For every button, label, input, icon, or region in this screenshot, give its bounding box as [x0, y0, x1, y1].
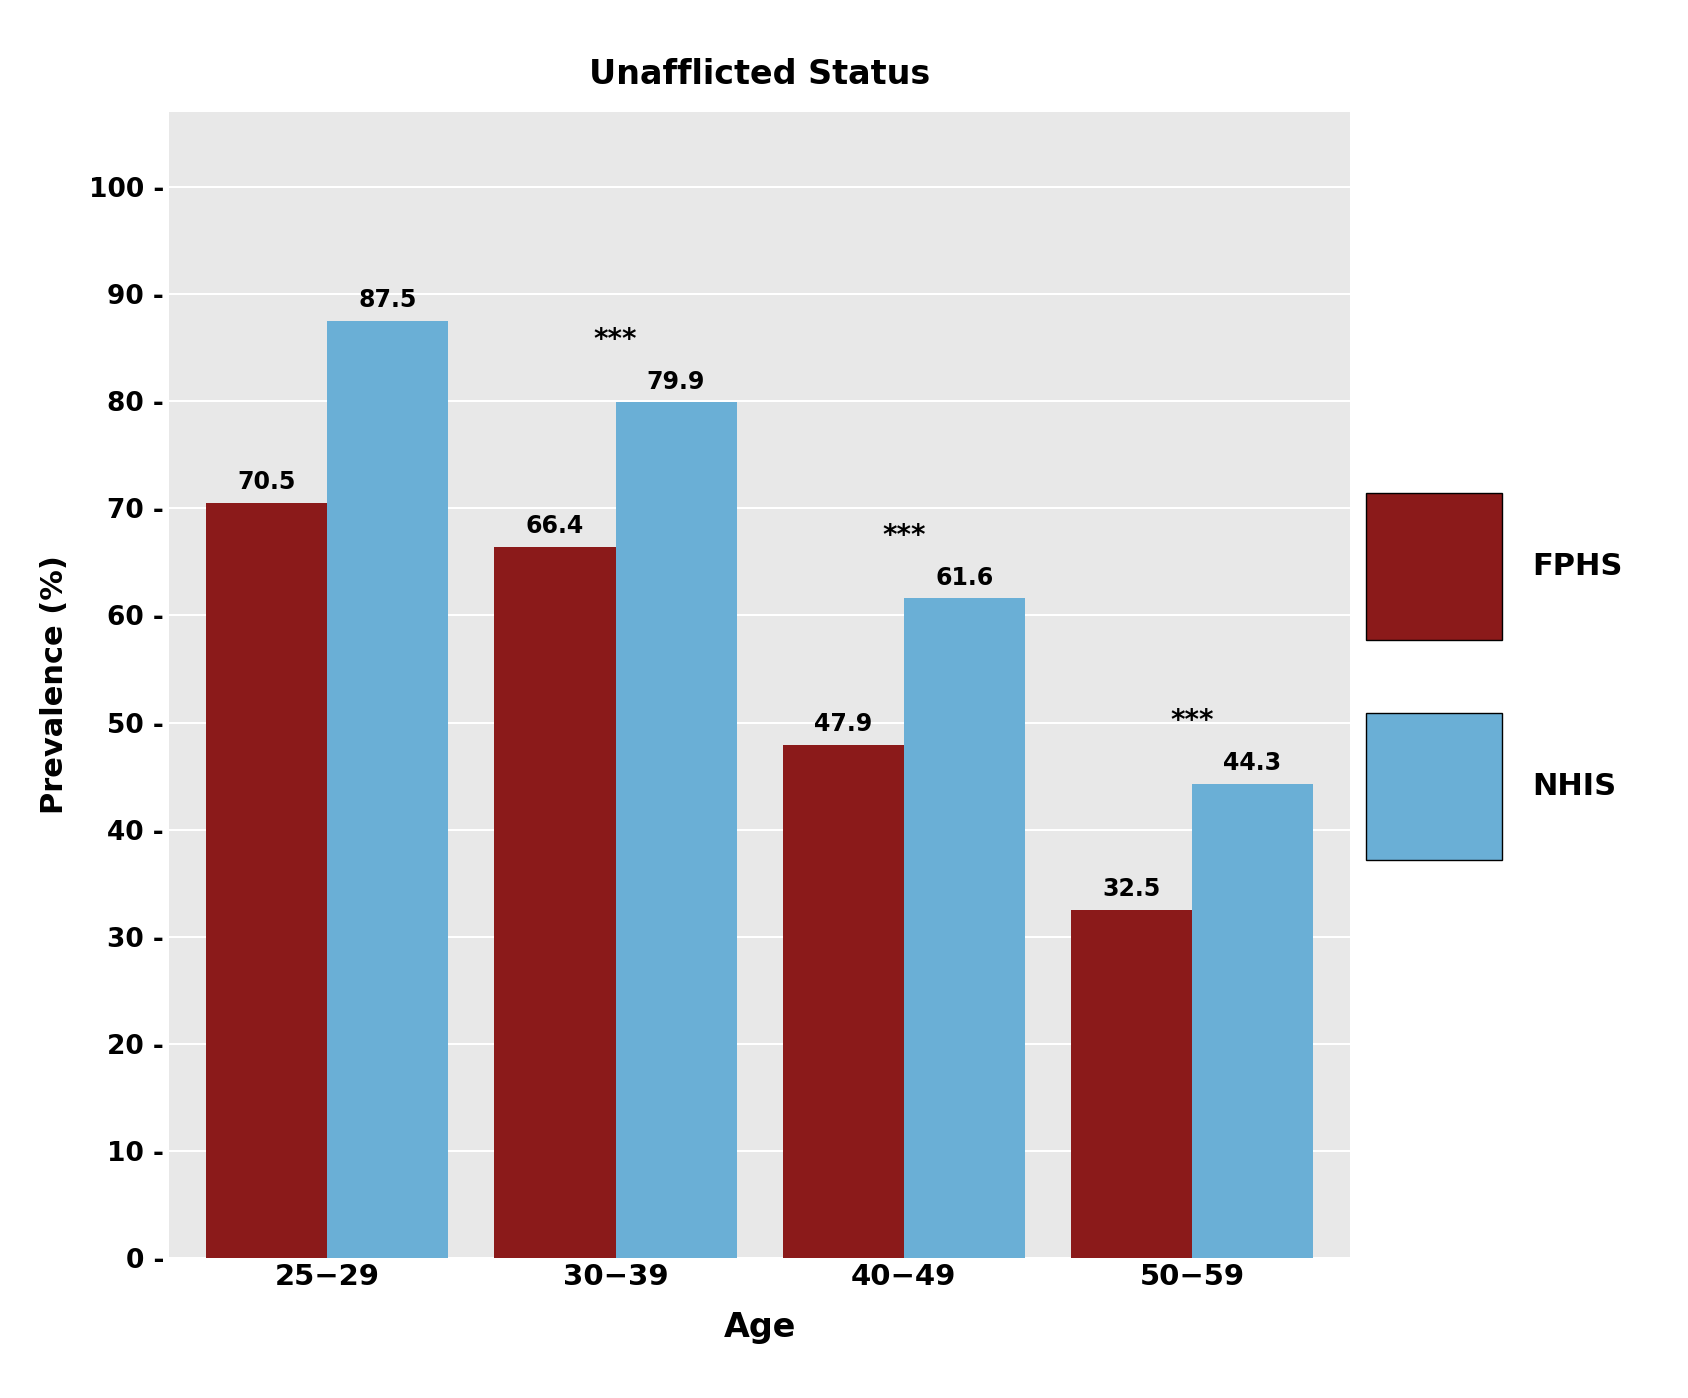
Bar	[616, 403, 736, 1258]
Text: 44.3: 44.3	[1224, 751, 1281, 774]
Bar	[327, 320, 449, 1258]
Bar	[903, 598, 1025, 1258]
Bar	[1192, 784, 1313, 1258]
Text: 47.9: 47.9	[814, 713, 873, 737]
X-axis label: Age: Age	[724, 1310, 795, 1343]
Bar	[1070, 910, 1192, 1258]
Title: Unafflicted Status: Unafflicted Status	[589, 59, 930, 91]
Text: ***: ***	[1170, 707, 1214, 735]
Text: FPHS: FPHS	[1533, 552, 1624, 580]
Text: 87.5: 87.5	[358, 288, 417, 312]
Text: 79.9: 79.9	[647, 369, 706, 394]
Text: 32.5: 32.5	[1102, 878, 1160, 902]
Bar	[495, 547, 616, 1258]
Text: 66.4: 66.4	[527, 514, 584, 538]
FancyBboxPatch shape	[1366, 713, 1502, 860]
Text: ***: ***	[881, 521, 925, 549]
Text: 70.5: 70.5	[238, 470, 295, 495]
Y-axis label: Prevalence (%): Prevalence (%)	[41, 555, 69, 815]
Text: NHIS: NHIS	[1533, 772, 1617, 801]
FancyBboxPatch shape	[1366, 493, 1502, 640]
Bar	[206, 503, 327, 1258]
Bar	[783, 745, 903, 1258]
Text: 61.6: 61.6	[935, 566, 993, 590]
Text: ***: ***	[594, 326, 638, 354]
